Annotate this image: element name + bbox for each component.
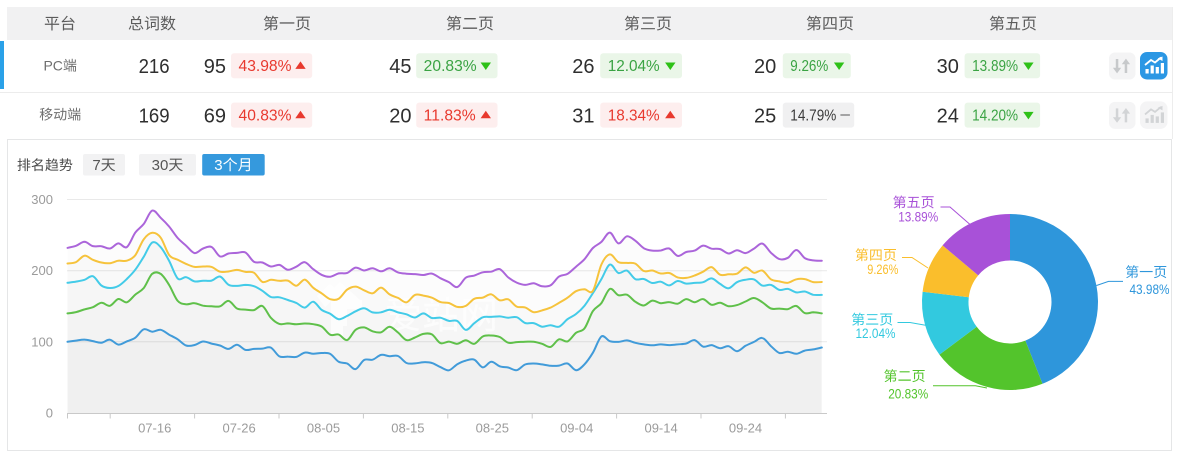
- svg-text:100: 100: [31, 334, 53, 349]
- svg-text:13.89%: 13.89%: [898, 210, 938, 225]
- svg-text:30: 30: [937, 56, 959, 78]
- svg-text:40.83%: 40.83%: [239, 108, 292, 125]
- svg-text:08-05: 08-05: [307, 421, 340, 436]
- svg-text:95: 95: [204, 56, 226, 78]
- svg-text:09-14: 09-14: [644, 421, 677, 436]
- svg-text:31: 31: [572, 105, 594, 127]
- svg-text:09-24: 09-24: [729, 421, 762, 436]
- svg-text:14.79%: 14.79%: [790, 108, 836, 125]
- svg-text:26: 26: [572, 56, 594, 78]
- svg-text:43.98%: 43.98%: [1130, 282, 1170, 297]
- svg-text:20: 20: [754, 56, 776, 78]
- svg-text:25: 25: [754, 105, 776, 127]
- svg-text:216: 216: [139, 56, 170, 78]
- svg-text:PC: PC: [43, 58, 62, 74]
- svg-text:9.26%: 9.26%: [790, 58, 828, 75]
- svg-text:20.83%: 20.83%: [888, 386, 928, 401]
- svg-text:30: 30: [152, 157, 169, 174]
- svg-text:69: 69: [204, 105, 226, 127]
- svg-text:45: 45: [389, 56, 411, 78]
- svg-text:9.26%: 9.26%: [867, 262, 898, 277]
- svg-text:12.04%: 12.04%: [856, 326, 896, 341]
- svg-text:07-16: 07-16: [138, 421, 171, 436]
- svg-text:43.98%: 43.98%: [239, 58, 292, 75]
- svg-text:13.89%: 13.89%: [972, 58, 1018, 75]
- svg-text:08-25: 08-25: [476, 421, 509, 436]
- svg-text:200: 200: [31, 263, 53, 278]
- svg-text:300: 300: [31, 192, 53, 207]
- svg-text:12.04%: 12.04%: [608, 58, 660, 75]
- svg-text:24: 24: [937, 105, 959, 127]
- svg-text:09-04: 09-04: [560, 421, 593, 436]
- svg-text:08-15: 08-15: [391, 421, 424, 436]
- svg-text:14.20%: 14.20%: [972, 108, 1018, 125]
- svg-text:7: 7: [92, 157, 100, 174]
- svg-text:07-26: 07-26: [222, 421, 255, 436]
- svg-text:18.34%: 18.34%: [608, 108, 660, 125]
- svg-text:20.83%: 20.83%: [424, 58, 477, 75]
- svg-text:0: 0: [46, 406, 53, 421]
- svg-text:3: 3: [214, 157, 222, 174]
- svg-text:169: 169: [139, 105, 170, 127]
- svg-text:11.83%: 11.83%: [424, 108, 476, 125]
- svg-text:20: 20: [389, 105, 411, 127]
